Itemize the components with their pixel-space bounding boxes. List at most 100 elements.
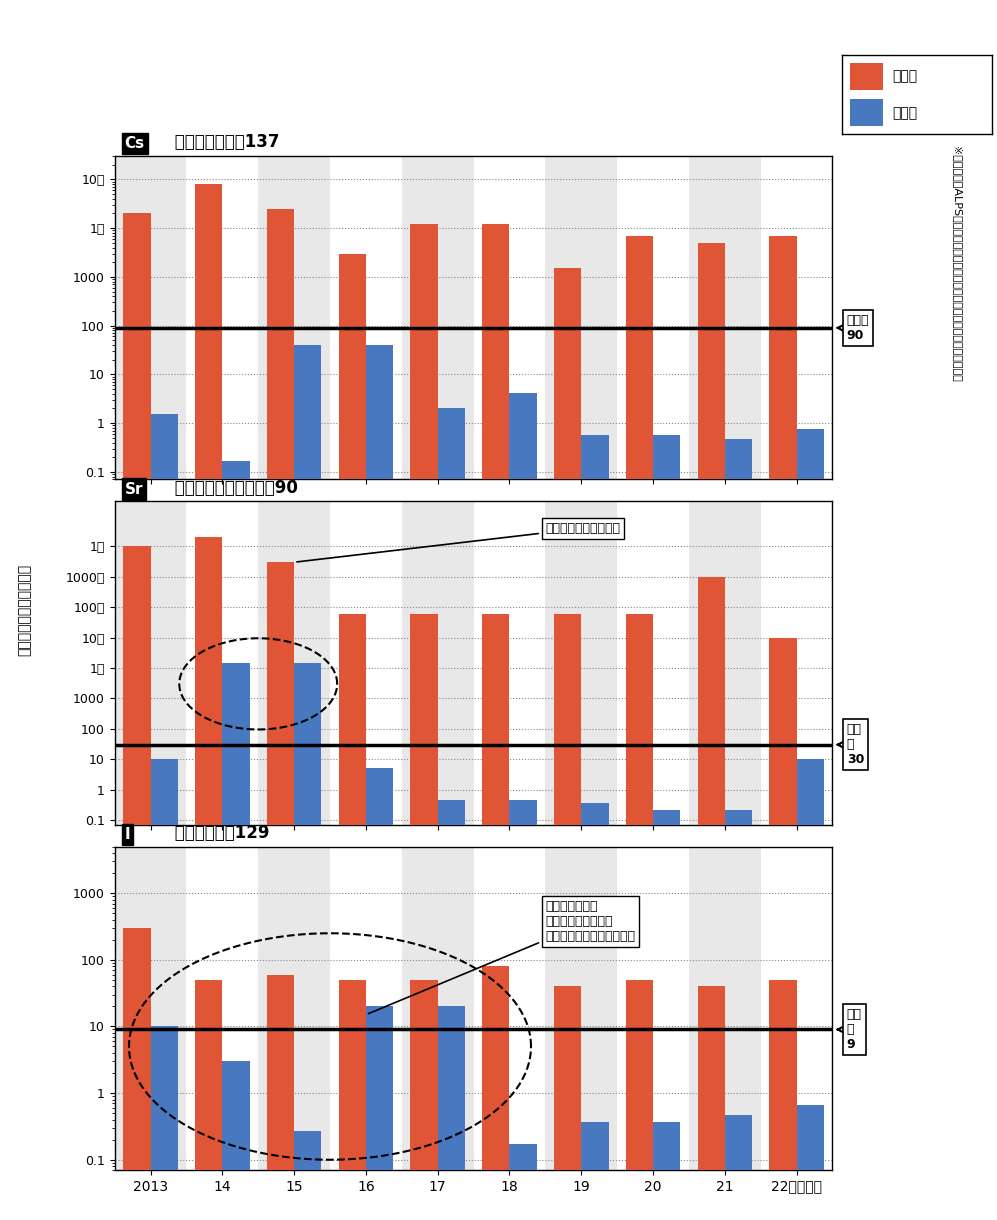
Bar [698,986,725,1170]
Bar [402,847,474,1170]
Text: （ベクレル／リットル）: （ベクレル／リットル） [18,564,32,656]
Text: 処理前: 処理前 [891,70,917,83]
Text: 大幅な基準超えが多発: 大幅な基準超えが多発 [297,522,620,562]
Bar [689,156,761,479]
Bar [626,235,653,479]
Bar [195,184,222,479]
Bar [554,986,581,1170]
Bar [698,243,725,479]
Bar [617,156,689,479]
Text: 基準値
90: 基準値 90 [837,314,869,342]
Bar [698,577,725,825]
Bar [483,966,509,1170]
Bar [438,1006,465,1170]
Bar [581,436,608,479]
Bar [411,614,438,825]
Bar [626,980,653,1170]
Bar [761,156,832,479]
Bar [626,614,653,825]
Bar [339,254,366,479]
Bar [222,662,249,825]
Text: 当初の２年間は
基準超えが大多数。
その後も低減はいまひとつ: 当初の２年間は 基準超えが大多数。 その後も低減はいまひとつ [369,900,635,1014]
Bar [115,156,186,479]
Bar [186,501,258,825]
Bar [545,501,617,825]
Bar [438,407,465,479]
Bar [124,214,151,479]
Bar [725,439,752,479]
Bar [545,156,617,479]
Bar [186,847,258,1170]
Bar [509,1144,536,1170]
Bar [797,1104,824,1170]
Bar [509,393,536,479]
Text: ※３系統あるALPSのデータを合わせ、本紙で主な濃度分布域を抜き出した: ※３系統あるALPSのデータを合わせ、本紙で主な濃度分布域を抜き出した [952,146,962,382]
Bar [195,537,222,825]
Text: 年度別にみたALPSの処理状況: 年度別にみたALPSの処理状況 [21,82,271,107]
Text: 放射性ストロンチウム90: 放射性ストロンチウム90 [169,478,298,497]
Text: 処理後: 処理後 [891,106,917,120]
Bar [797,428,824,479]
Bar [761,501,832,825]
Bar [124,547,151,825]
Bar [330,156,402,479]
Bar [474,156,545,479]
Text: 放射性セシウム137: 放射性セシウム137 [169,133,280,151]
Bar [483,224,509,479]
Bar [339,980,366,1170]
Bar [411,980,438,1170]
Bar [366,1006,393,1170]
Bar [258,156,330,479]
Text: Sr: Sr [125,482,144,497]
Bar [770,235,797,479]
Bar [339,614,366,825]
Bar [725,810,752,825]
Bar [617,501,689,825]
Bar [474,501,545,825]
Bar [294,662,321,825]
Bar [725,1115,752,1170]
Bar [294,345,321,479]
Bar [849,99,882,127]
Bar [195,980,222,1170]
Bar [797,759,824,825]
Bar [581,1122,608,1170]
Bar [770,980,797,1170]
Bar [653,1122,680,1170]
Bar [151,1026,177,1170]
Bar [554,614,581,825]
Bar [653,436,680,479]
Bar [849,63,882,90]
Bar [294,1131,321,1170]
Bar [770,638,797,825]
Bar [474,847,545,1170]
Bar [689,847,761,1170]
Bar [366,345,393,479]
Bar [258,847,330,1170]
Bar [402,156,474,479]
Bar [267,562,294,825]
Bar [151,759,177,825]
Bar [330,847,402,1170]
Bar [581,803,608,825]
Bar [509,799,536,825]
Bar [653,810,680,825]
Bar [124,928,151,1170]
Bar [761,847,832,1170]
Text: I: I [125,827,131,842]
Bar [151,414,177,479]
Text: 基準
値
9: 基準 値 9 [837,1008,861,1050]
Bar [115,847,186,1170]
Bar [402,501,474,825]
Bar [411,224,438,479]
Bar [115,501,186,825]
Text: 放射性ヨウ素129: 放射性ヨウ素129 [169,824,270,842]
Bar [366,769,393,825]
Bar [330,501,402,825]
Text: Cs: Cs [125,137,145,151]
Bar [689,501,761,825]
Bar [258,501,330,825]
Bar [483,614,509,825]
Bar [554,268,581,479]
Bar [545,847,617,1170]
